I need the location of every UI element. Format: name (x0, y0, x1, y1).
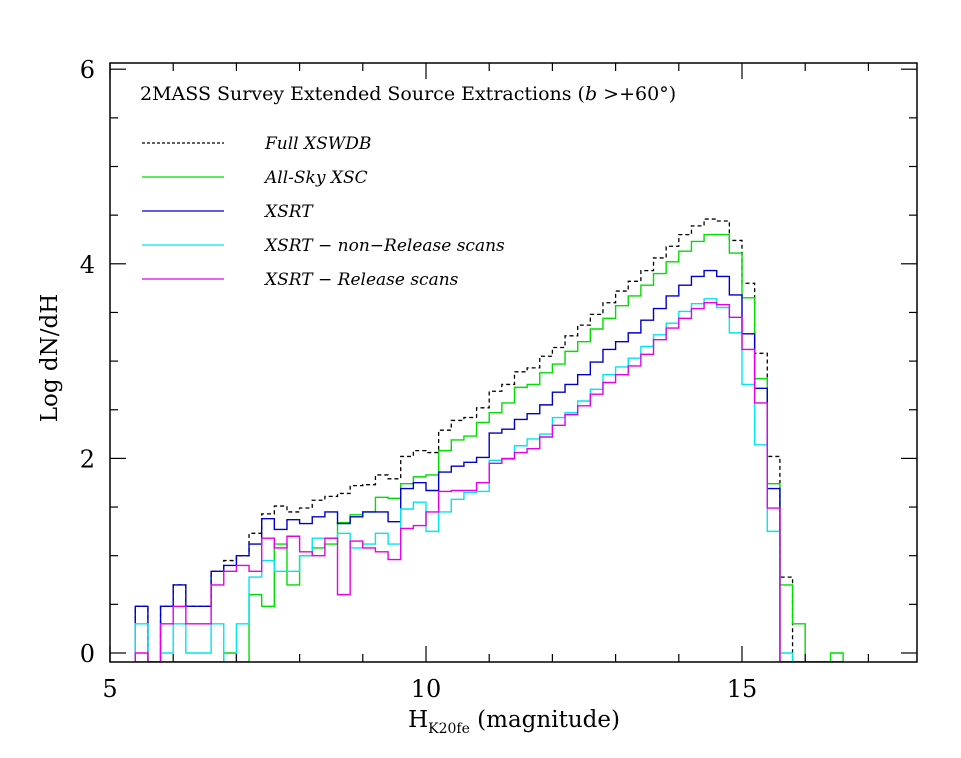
plot-frame (109, 62, 918, 663)
x-axis-title: HK20fe (magnitude) (408, 707, 620, 737)
legend-label: XSRT − Release scans (263, 270, 459, 290)
y-tick-label: 0 (80, 640, 95, 668)
plot-title: 2MASS Survey Extended Source Extractions… (140, 83, 676, 105)
legend-label: All-Sky XSC (263, 168, 368, 188)
series-layer (134, 218, 844, 662)
legend: Full XSWDB All-Sky XSC XSRT XSRT − non−Rele… (142, 134, 505, 290)
legend-label: Full XSWDB (264, 134, 371, 154)
y-tick-label: 2 (80, 445, 95, 473)
y-tick-label: 6 (80, 56, 95, 84)
x-tick-label: 15 (727, 675, 758, 703)
legend-label: XSRT (263, 202, 314, 222)
tick-labels: 5 10 15 0 2 4 6 (80, 56, 758, 703)
plot-title-variable: b (585, 83, 597, 105)
series-xsrt-non-release-scans (134, 298, 844, 662)
legend-label: XSRT − non−Release scans (263, 236, 505, 256)
x-axis-title-main: H (408, 707, 428, 733)
x-axis-title-unit: (magnitude) (470, 707, 620, 733)
x-tick-label: 10 (411, 675, 442, 703)
series-xsrt (134, 269, 844, 662)
series-full-xswdb (134, 218, 844, 662)
y-tick-label: 4 (80, 251, 95, 279)
plot-title-condition: >+60°) (597, 83, 676, 105)
plot-title-main: 2MASS Survey Extended Source Extractions… (140, 83, 585, 105)
series-xsrt-release-scans (134, 302, 844, 662)
x-tick-label: 5 (102, 675, 117, 703)
x-axis-title-subscript: K20fe (428, 721, 470, 737)
y-axis-title: Log dN/dH (37, 294, 63, 423)
series-all-sky-xsc (135, 233, 844, 662)
ticks-layer (109, 63, 917, 662)
